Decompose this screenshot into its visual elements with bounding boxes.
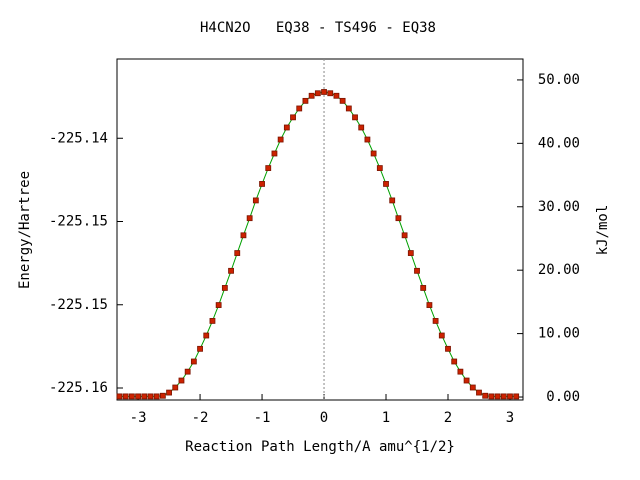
point [228,267,234,274]
point [352,114,358,121]
y2-tick-label: 50.00 [538,72,580,88]
point [314,90,321,97]
point [414,267,420,274]
point [507,393,513,400]
point [383,181,389,187]
point [159,392,166,399]
point [246,215,253,222]
point [376,165,383,171]
point [166,389,172,396]
y-tick-label: -225.15 [49,214,108,230]
x-tick-label: 3 [506,410,514,426]
y2-tick-label: 30.00 [538,199,580,215]
point [401,232,408,239]
point [190,358,197,365]
point [221,285,228,291]
point [141,393,148,400]
x-tick-label: 1 [382,410,390,426]
point [308,92,315,99]
point [296,105,303,112]
plot-frame [116,58,524,401]
point [500,393,507,400]
point [445,345,451,352]
point [290,114,296,121]
point [128,393,135,400]
point [252,197,259,204]
point [234,250,241,256]
point [153,393,160,400]
point [259,181,265,187]
point [494,393,501,400]
point [302,97,309,104]
point [438,332,445,339]
x-axis-label: Reaction Path Length/A amu^{1/2} [185,439,455,455]
point [321,89,327,95]
point [184,368,191,375]
point [482,392,489,399]
point [265,165,272,171]
y2-tick-label: 40.00 [538,135,580,151]
point [513,393,520,400]
point [432,318,439,324]
y2-tick-label: 0.00 [546,389,580,405]
y-tick-label: -225.14 [49,130,108,146]
x-tick-label: -1 [254,410,271,426]
point [172,384,179,391]
chart-title: H4CN2O EQ38 - TS496 - EQ38 [200,20,436,36]
point [389,197,396,204]
y-axis-label: Energy/Hartree [17,171,33,289]
x-tick-label: 2 [444,410,452,426]
point [147,393,154,400]
y-tick-label: -225.16 [49,380,108,396]
point [122,393,129,400]
point [197,345,203,352]
point [395,215,402,222]
x-tick-label: -3 [130,410,147,426]
point [333,92,340,99]
point [370,150,377,157]
point [358,124,365,131]
point [345,105,352,112]
point [420,285,427,291]
point [488,393,495,400]
point [364,136,371,143]
point [327,90,334,97]
x-tick-label: 0 [320,410,328,426]
point [215,302,222,308]
y2-tick-label: 20.00 [538,262,580,278]
y2-axis-label: kJ/mol [595,205,611,256]
point [463,377,470,384]
point [451,358,458,365]
y2-tick-label: 10.00 [538,326,580,342]
point [135,393,141,400]
point [277,136,284,143]
point [469,384,476,391]
y-tick-label: -225.15 [49,297,108,313]
point [209,318,216,324]
point [271,150,278,157]
x-tick-label: -2 [192,410,209,426]
point [457,368,464,375]
point [203,332,210,339]
point [476,389,482,396]
point [283,124,290,131]
point [426,302,433,308]
point [178,377,185,384]
point [240,232,247,239]
point [339,97,346,104]
point [116,393,123,400]
point [407,250,414,256]
